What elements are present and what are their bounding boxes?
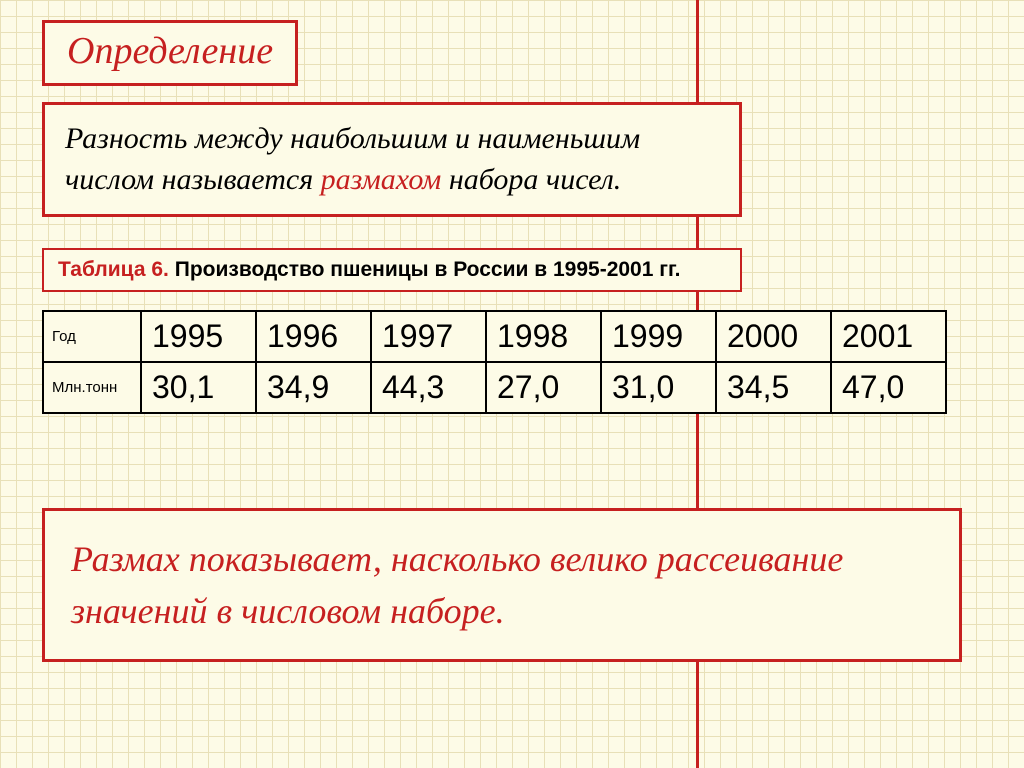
title-text: Определение (67, 30, 273, 72)
title-box: Определение (42, 20, 298, 86)
footer-box: Размах показывает, насколько велико расс… (42, 508, 962, 662)
table-cell: 2000 (716, 311, 831, 362)
row-label-value: Млн.тонн (43, 362, 141, 413)
table-row: Год 1995 1996 1997 1998 1999 2000 2001 (43, 311, 946, 362)
table-cell: 44,3 (371, 362, 486, 413)
caption-prefix: Таблица 6. (58, 258, 175, 281)
table-cell: 27,0 (486, 362, 601, 413)
table-cell: 1997 (371, 311, 486, 362)
row-label-year: Год (43, 311, 141, 362)
footer-text: Размах показывает, насколько велико расс… (71, 539, 843, 631)
data-table: Год 1995 1996 1997 1998 1999 2000 2001 М… (42, 310, 947, 414)
table-cell: 1999 (601, 311, 716, 362)
table-row: Млн.тонн 30,1 34,9 44,3 27,0 31,0 34,5 4… (43, 362, 946, 413)
table-cell: 47,0 (831, 362, 946, 413)
definition-highlight: размахом (321, 163, 442, 196)
caption-text: Производство пшеницы в России в 1995-200… (175, 258, 681, 281)
table-cell: 31,0 (601, 362, 716, 413)
table-cell: 34,9 (256, 362, 371, 413)
table-cell: 30,1 (141, 362, 256, 413)
table-cell: 1996 (256, 311, 371, 362)
table-cell: 1995 (141, 311, 256, 362)
table-cell: 34,5 (716, 362, 831, 413)
table-caption-box: Таблица 6. Производство пшеницы в России… (42, 248, 742, 292)
definition-box: Разность между наибольшим и наименьшим ч… (42, 102, 742, 217)
table-cell: 1998 (486, 311, 601, 362)
definition-part2: набора чисел. (441, 163, 621, 196)
table-cell: 2001 (831, 311, 946, 362)
